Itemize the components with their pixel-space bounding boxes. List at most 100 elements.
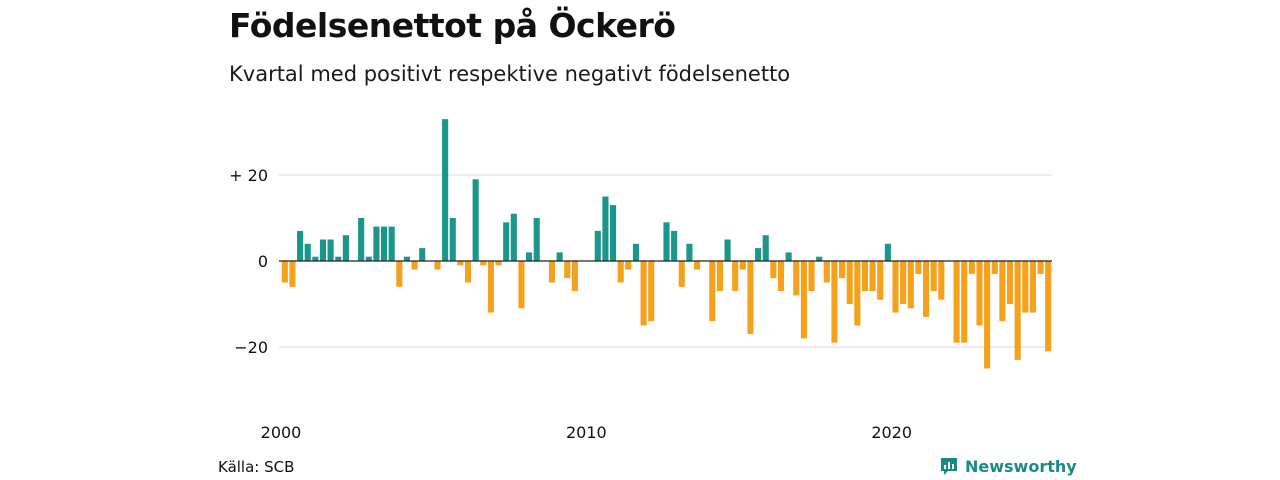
bar-positive [556, 252, 563, 261]
bar-negative [976, 261, 983, 326]
bar-negative [571, 261, 578, 292]
bar-positive [724, 239, 731, 261]
bar-positive [365, 256, 372, 261]
bar-negative [1006, 261, 1014, 304]
bar-negative [693, 261, 701, 270]
y-tick-label: + 20 [229, 166, 268, 185]
bar-positive [602, 196, 609, 261]
bar-negative [991, 261, 998, 274]
bar-negative [411, 261, 418, 270]
bar-negative [892, 261, 899, 313]
bar-negative [457, 261, 464, 266]
bar-positive [335, 256, 342, 261]
bar-positive [610, 205, 617, 261]
bar-positive [342, 235, 349, 261]
bar-positive [755, 248, 762, 261]
bar-positive [419, 248, 426, 261]
chart-subtitle: Kvartal med positivt respektive negativt… [229, 62, 791, 86]
bar-negative [716, 261, 723, 292]
bar-positive [388, 226, 395, 261]
bar-negative [961, 261, 968, 343]
bar-positive [319, 239, 327, 261]
bar-positive [449, 218, 456, 261]
bar-positive [503, 222, 510, 261]
bar-negative [709, 261, 716, 322]
bar-positive [381, 226, 388, 261]
bar-negative [907, 261, 914, 309]
bar-positive [327, 239, 334, 261]
bar-negative [739, 261, 746, 270]
bar-negative [984, 261, 991, 369]
bar-negative [487, 261, 494, 313]
bar-negative [777, 261, 785, 292]
bar-positive [884, 243, 891, 261]
bar-negative [999, 261, 1006, 322]
bar-negative [861, 261, 869, 292]
bar-positive [594, 230, 601, 261]
bar-negative [793, 261, 800, 296]
x-tick-label: 2020 [871, 423, 912, 442]
bar-negative [869, 261, 876, 292]
bar-negative [396, 261, 403, 287]
bar-negative [732, 261, 739, 292]
bar-negative [938, 261, 945, 300]
source-note: Källa: SCB [218, 458, 295, 476]
bar-positive [472, 179, 479, 261]
bar-negative [648, 261, 655, 322]
bar-negative [564, 261, 571, 279]
bar-negative [1037, 261, 1044, 274]
bar-negative [480, 261, 487, 266]
bar-negative [1022, 261, 1029, 313]
bar-negative [922, 261, 930, 317]
bar-positive [373, 226, 380, 261]
bar-negative [464, 261, 472, 283]
bar-negative [770, 261, 777, 279]
bar-negative [854, 261, 861, 326]
bar-negative [281, 261, 288, 283]
brand-logo[interactable]: Newsworthy [939, 456, 1077, 476]
bar-negative [640, 261, 647, 326]
bar-positive [304, 243, 311, 261]
bar-negative [846, 261, 853, 304]
y-tick-label: 0 [258, 252, 268, 271]
bar-negative [625, 261, 632, 270]
bar-negative [800, 261, 807, 339]
bar-positive [312, 256, 319, 261]
bar-negative [930, 261, 937, 292]
bar-negative [1045, 261, 1052, 352]
bar-negative [877, 261, 884, 300]
bar-positive [358, 218, 365, 261]
bar-negative [831, 261, 838, 343]
bar-negative [548, 261, 556, 283]
bar-positive [785, 252, 792, 261]
bar-positive [686, 243, 693, 261]
y-tick-label: −20 [234, 338, 268, 357]
bar-negative [434, 261, 441, 270]
bar-negative [1014, 261, 1021, 360]
bar-positive [632, 243, 640, 261]
bar-negative [968, 261, 975, 274]
bar-negative [808, 261, 815, 292]
chart-bubble-icon [941, 458, 957, 475]
bar-negative [617, 261, 624, 283]
bar-negative [495, 261, 502, 266]
bar-positive [816, 256, 823, 261]
bar-negative [900, 261, 907, 304]
bar-negative [518, 261, 525, 309]
x-tick-label: 2000 [261, 423, 302, 442]
bar-positive [671, 230, 678, 261]
bar-negative [823, 261, 830, 283]
bar-negative [289, 261, 296, 287]
brand-name: Newsworthy [965, 456, 1077, 476]
bar-positive [403, 256, 411, 261]
bar-positive [526, 252, 533, 261]
bar-negative [1029, 261, 1036, 313]
chart-title: Födelsenettot på Öckerö [229, 6, 676, 45]
bar-positive [533, 218, 540, 261]
x-tick-label: 2010 [566, 423, 607, 442]
bar-positive [510, 213, 517, 261]
bar-negative [915, 261, 922, 274]
bar-positive [663, 222, 670, 261]
bar-negative [747, 261, 754, 335]
